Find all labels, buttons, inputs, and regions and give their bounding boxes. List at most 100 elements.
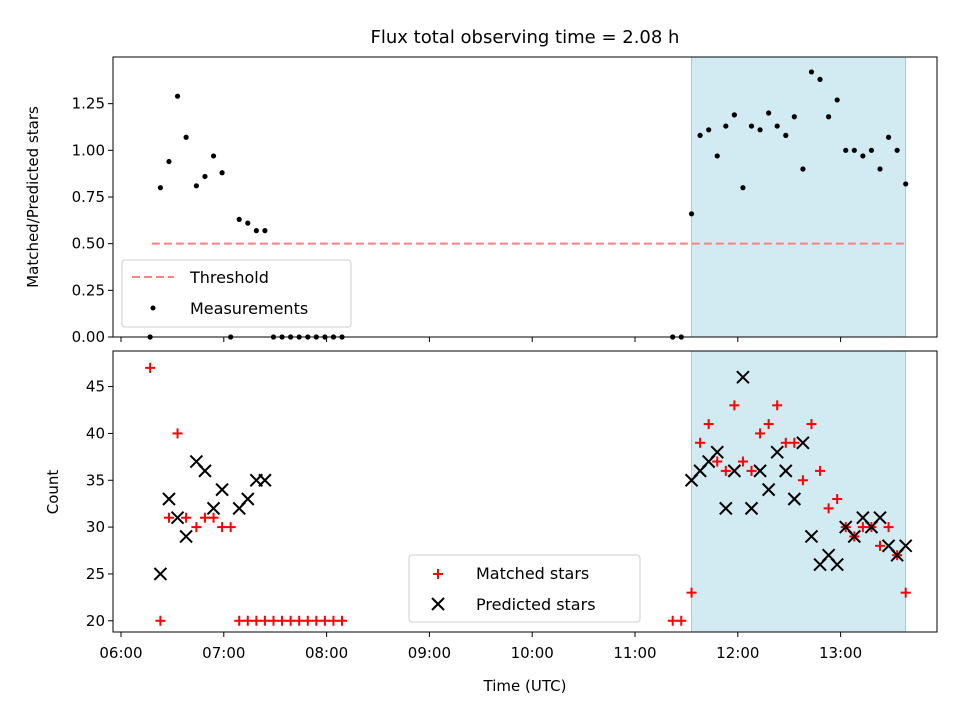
y-tick-label: 0.50 [72, 235, 105, 253]
y-tick-label: 0.75 [72, 188, 105, 206]
measurement-point [245, 220, 251, 226]
count-legend-box [408, 554, 641, 623]
matched-stars-point [268, 615, 279, 626]
predicted-stars-point [710, 445, 724, 459]
matched-stars-point [695, 437, 706, 448]
matched-stars-point [285, 615, 296, 626]
matched-stars-point [145, 362, 156, 373]
measurement-point [834, 97, 840, 103]
matched-stars-point [302, 615, 313, 626]
matched-stars-point [225, 522, 236, 533]
ratio-panel: 0.00 0.25 0.50 0.75 1.00 1.25 Matched/Predict… [24, 56, 938, 346]
measurements-legend-label: Measurements [190, 299, 308, 318]
measurement-point [860, 153, 866, 159]
matched-stars-point [737, 456, 748, 467]
matched-stars-point [875, 540, 886, 551]
chart-title: Flux total observing time = 2.08 h [371, 27, 680, 48]
y-tick-label: 25 [86, 565, 105, 583]
threshold-legend-label: Threshold [189, 268, 269, 287]
matched-stars-point [259, 615, 270, 626]
y-tick-label: 0.00 [72, 328, 105, 346]
y-tick-label: 35 [86, 471, 105, 489]
measurement-point [800, 166, 806, 172]
y-tick-label: 20 [86, 612, 105, 630]
matched-stars-point [181, 512, 192, 523]
measurement-point [757, 127, 763, 133]
x-tick-label: 13:00 [819, 644, 862, 662]
measurement-point [783, 132, 789, 138]
measurement-point [885, 134, 892, 140]
matched-stars-point [208, 512, 219, 523]
x-tick-label: 07:00 [202, 644, 245, 662]
predicted-stars-point [796, 436, 810, 450]
matched-stars-legend-swatch [433, 569, 443, 579]
measurement-point [808, 69, 815, 75]
y-tick-label: 1.00 [72, 141, 105, 159]
predicted-stars-point [727, 464, 742, 478]
predicted-stars-point [719, 501, 733, 516]
matched-stars-point [729, 400, 740, 411]
matched-stars-point [217, 522, 228, 533]
measurement-point [706, 127, 712, 133]
y-tick-label: 45 [86, 378, 105, 396]
predicted-stars-point [206, 501, 221, 516]
predicted-stars-point [787, 492, 802, 506]
measurement-point [219, 170, 225, 176]
predicted-stars-legend-swatch [431, 597, 445, 611]
measurement-point [826, 114, 832, 120]
x-tick-label: 11:00 [613, 644, 656, 662]
matched-stars-point [234, 615, 245, 626]
measurement-point [183, 134, 189, 140]
x-tick-label: 08:00 [305, 644, 348, 662]
x-tick-label: 12:00 [716, 644, 759, 662]
measurement-point [731, 112, 737, 118]
count-plot-frame [112, 350, 938, 633]
x-tick-label: 09:00 [408, 644, 451, 662]
observing-window-span [691, 56, 907, 338]
predicted-stars-point [830, 557, 844, 572]
matched-stars-point [789, 437, 800, 448]
y-tick-label: 0.25 [72, 281, 105, 299]
matched-stars-point [900, 587, 911, 598]
matched-stars-point [772, 400, 783, 411]
matched-stars-point [823, 503, 834, 514]
matched-stars-point [780, 437, 791, 448]
matched-stars-point [667, 615, 678, 626]
matched-stars-point [337, 615, 348, 626]
measurement-point [262, 228, 268, 234]
predicted-stars-point [779, 464, 793, 478]
matched-stars-point [806, 419, 817, 430]
x-tick-label: 10:00 [511, 644, 554, 662]
measurement-point [697, 132, 703, 138]
predicted-stars-point [770, 445, 784, 459]
y-tick-label: 1.25 [72, 95, 105, 113]
measurement-point [688, 211, 695, 217]
matched-stars-point [163, 512, 174, 523]
matched-stars-point [763, 419, 774, 430]
ratio-legend: Threshold Measurements [121, 259, 352, 328]
matched-stars-point [832, 493, 843, 504]
matched-stars-point [712, 456, 723, 467]
matched-stars-point [242, 615, 253, 626]
predicted-stars-point [170, 511, 185, 525]
count-y-axis-label: Count [44, 470, 62, 515]
y-tick-label: 30 [86, 518, 105, 536]
measurement-point [817, 76, 823, 82]
predicted-stars-point [898, 539, 913, 553]
predicted-stars-point [873, 511, 887, 525]
matched-stars-point [319, 615, 330, 626]
matched-stars-point [797, 475, 808, 486]
ratio-y-axis-label: Matched/Predicted stars [24, 106, 42, 288]
measurement-point [253, 228, 259, 234]
measurement-point [791, 114, 797, 120]
predicted-stars-point [736, 370, 750, 384]
matched-stars-point [883, 522, 894, 533]
matched-stars-point [755, 428, 766, 439]
matched-stars-point [686, 587, 697, 598]
measurement-point [210, 153, 217, 159]
count-panel: 20 25 30 35 40 45 06:00 07:00 08:00 09:00 10:00 11… [44, 350, 938, 695]
matched-stars-point [746, 465, 757, 476]
x-tick-label: 06:00 [99, 644, 142, 662]
predicted-stars-point [744, 501, 759, 516]
